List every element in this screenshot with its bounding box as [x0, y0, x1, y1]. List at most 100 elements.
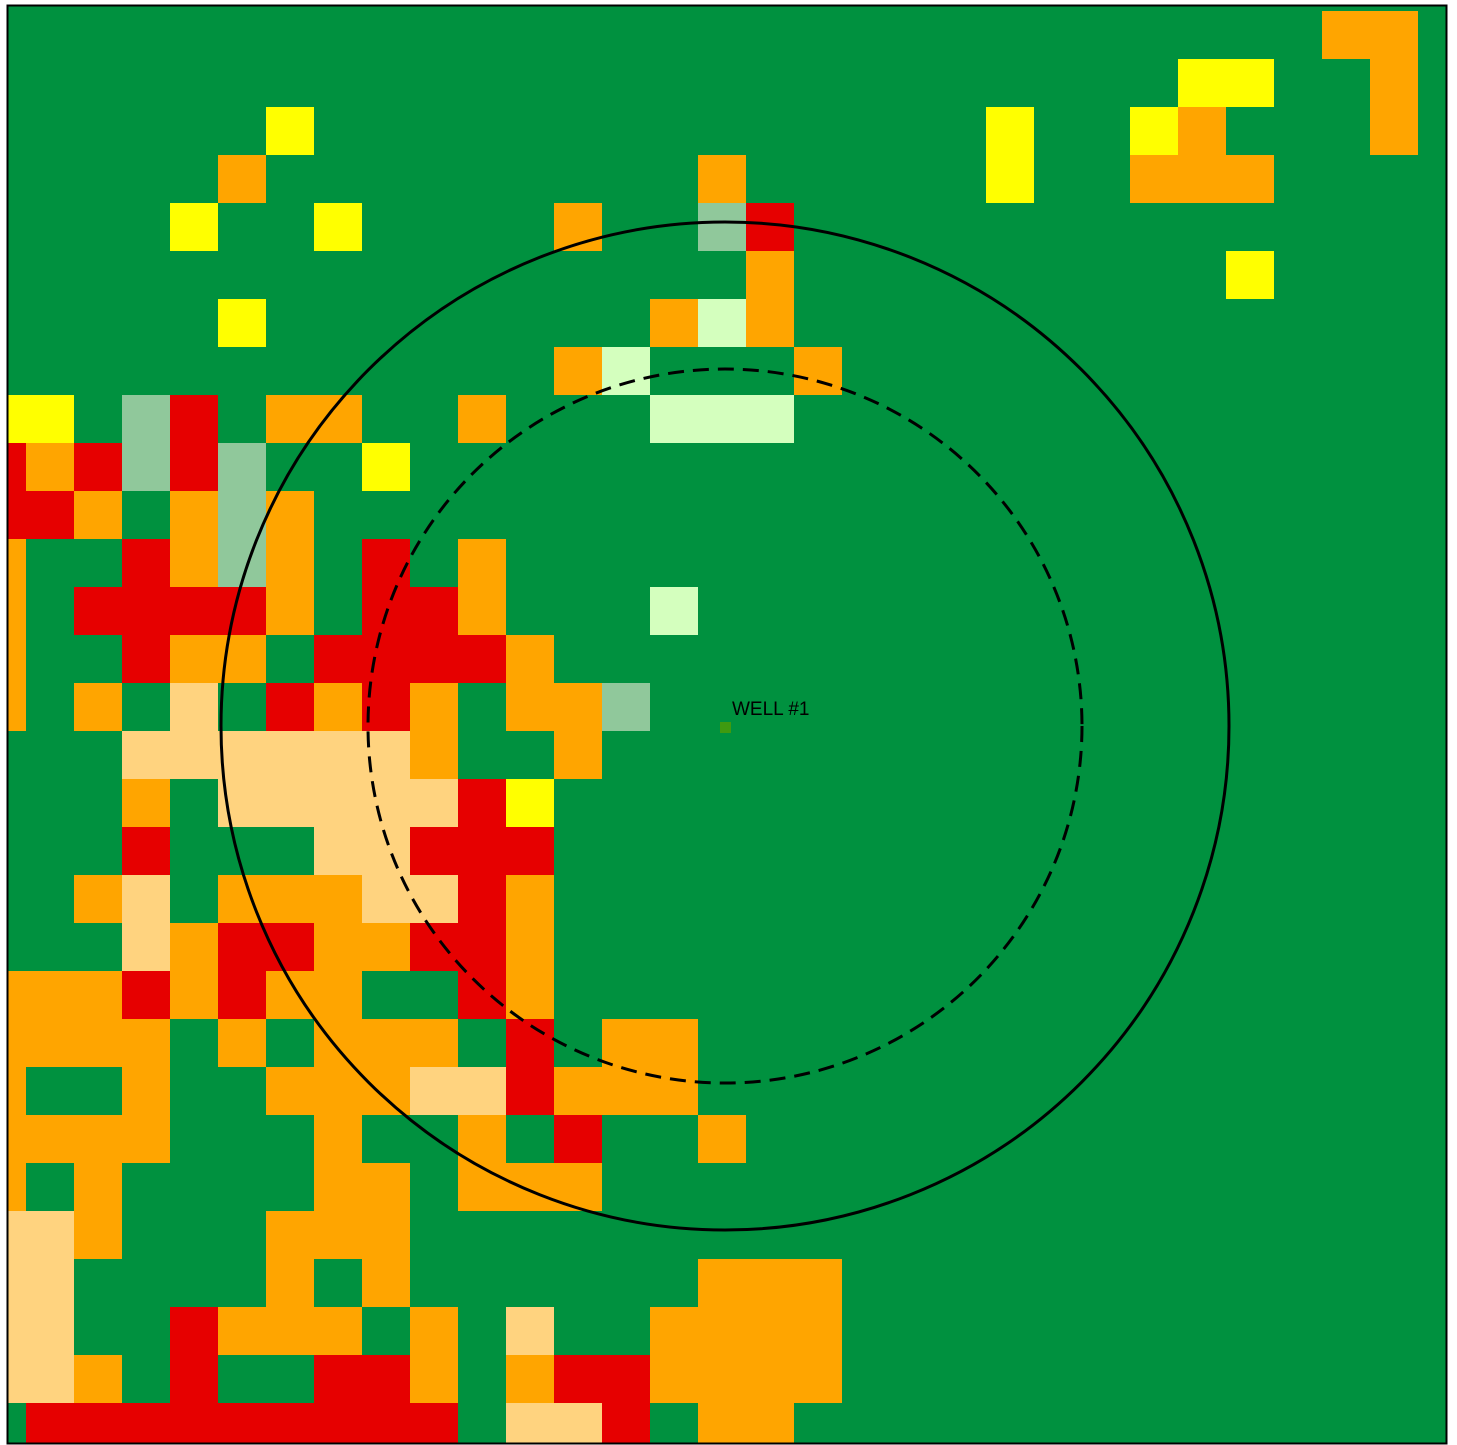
outer-radius-circle [219, 220, 1231, 1232]
land-cell [506, 779, 554, 827]
land-cell [218, 155, 266, 203]
land-cell [266, 1067, 410, 1115]
land-cell [170, 395, 218, 443]
land-cell [314, 923, 410, 971]
land-cell [8, 1115, 170, 1163]
land-cell [266, 587, 314, 635]
land-cell [1322, 11, 1418, 59]
land-cell [506, 875, 554, 923]
land-cell [554, 1355, 650, 1403]
land-cell [506, 971, 554, 1019]
land-cell [218, 923, 314, 971]
land-cell [314, 1019, 458, 1067]
land-cell [362, 443, 410, 491]
land-cell [8, 1307, 74, 1355]
land-cell [362, 1259, 410, 1307]
land-cell [170, 1307, 218, 1355]
land-cell [8, 1355, 74, 1403]
land-cell [122, 443, 170, 491]
land-cell [8, 1067, 26, 1115]
land-cell [170, 635, 266, 683]
land-cell [170, 923, 218, 971]
land-cell [458, 971, 506, 1019]
land-cell [506, 1067, 554, 1115]
land-cell [266, 971, 362, 1019]
land-cell [122, 779, 170, 827]
land-cell [410, 1067, 506, 1115]
land-cell [986, 155, 1034, 203]
land-cell [1130, 107, 1178, 155]
land-cell [8, 971, 122, 1019]
land-cell [218, 875, 362, 923]
land-cell [410, 1307, 458, 1355]
land-cell [746, 251, 794, 299]
land-cell [218, 1307, 362, 1355]
land-cell [458, 1115, 506, 1163]
land-cell [8, 539, 26, 587]
land-cell [74, 491, 122, 539]
land-cell [8, 1019, 170, 1067]
land-cell [8, 1259, 74, 1307]
land-cell [698, 203, 746, 251]
land-cell [8, 635, 26, 683]
land-cell [218, 779, 458, 827]
land-cell [698, 1403, 794, 1443]
land-cell [8, 491, 74, 539]
land-cell [122, 1067, 170, 1115]
land-cell [170, 443, 218, 491]
land-cell [314, 1115, 362, 1163]
land-cell [650, 1307, 842, 1355]
land-cell [746, 299, 794, 347]
land-cell [1226, 251, 1274, 299]
land-cell [170, 971, 218, 1019]
inner-radius-circle [366, 367, 1084, 1085]
land-cell [554, 731, 602, 779]
land-cell [698, 299, 746, 347]
well-marker [720, 722, 731, 733]
land-cell [266, 683, 314, 731]
land-cell [218, 299, 266, 347]
land-cell [1370, 59, 1418, 107]
land-cell [410, 683, 458, 731]
land-cell [458, 587, 506, 635]
land-cell [794, 347, 842, 395]
land-cell [170, 203, 218, 251]
land-cell [554, 347, 602, 395]
land-cell [170, 491, 218, 539]
land-cell [506, 683, 602, 731]
land-cell [506, 1355, 554, 1403]
land-cell [506, 635, 554, 683]
land-cell [506, 1307, 554, 1355]
land-cell [26, 443, 74, 491]
land-cell [266, 491, 314, 539]
land-cell [122, 731, 410, 779]
land-cell [506, 923, 554, 971]
land-cell [458, 539, 506, 587]
land-cell [554, 1115, 602, 1163]
land-cell [122, 395, 170, 443]
land-cell [362, 539, 410, 587]
land-cell [1130, 155, 1274, 203]
land-cell [170, 539, 218, 587]
land-cell [458, 779, 506, 827]
land-cell [314, 683, 362, 731]
land-cell [602, 683, 650, 731]
land-cell [8, 1211, 74, 1259]
land-cell [74, 875, 122, 923]
land-cell [170, 1355, 218, 1403]
land-cell [314, 635, 506, 683]
land-cell [218, 491, 266, 539]
land-cell [458, 875, 506, 923]
land-cell [1178, 59, 1274, 107]
land-cell [1178, 107, 1226, 155]
land-cell [218, 1019, 266, 1067]
land-cell [602, 1019, 698, 1067]
land-cell [74, 1163, 122, 1211]
land-cell [266, 1259, 314, 1307]
land-cell [74, 683, 122, 731]
land-cell [506, 1403, 602, 1443]
land-cell [650, 299, 698, 347]
land-cell [314, 1355, 410, 1403]
